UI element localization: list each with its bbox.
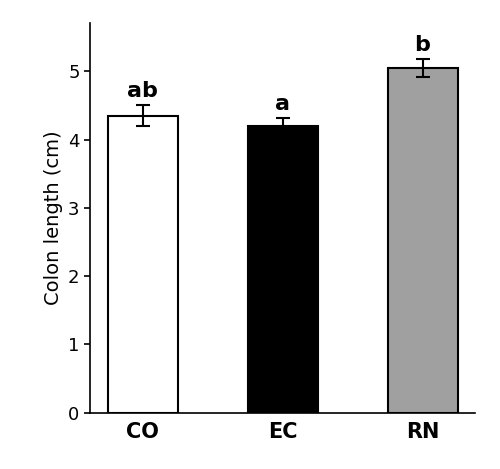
Text: ab: ab bbox=[127, 81, 158, 101]
Text: a: a bbox=[275, 94, 290, 113]
Y-axis label: Colon length (cm): Colon length (cm) bbox=[44, 131, 62, 305]
Bar bbox=[388, 68, 458, 413]
Text: b: b bbox=[414, 35, 430, 55]
Bar bbox=[248, 126, 318, 413]
Bar bbox=[108, 116, 178, 413]
